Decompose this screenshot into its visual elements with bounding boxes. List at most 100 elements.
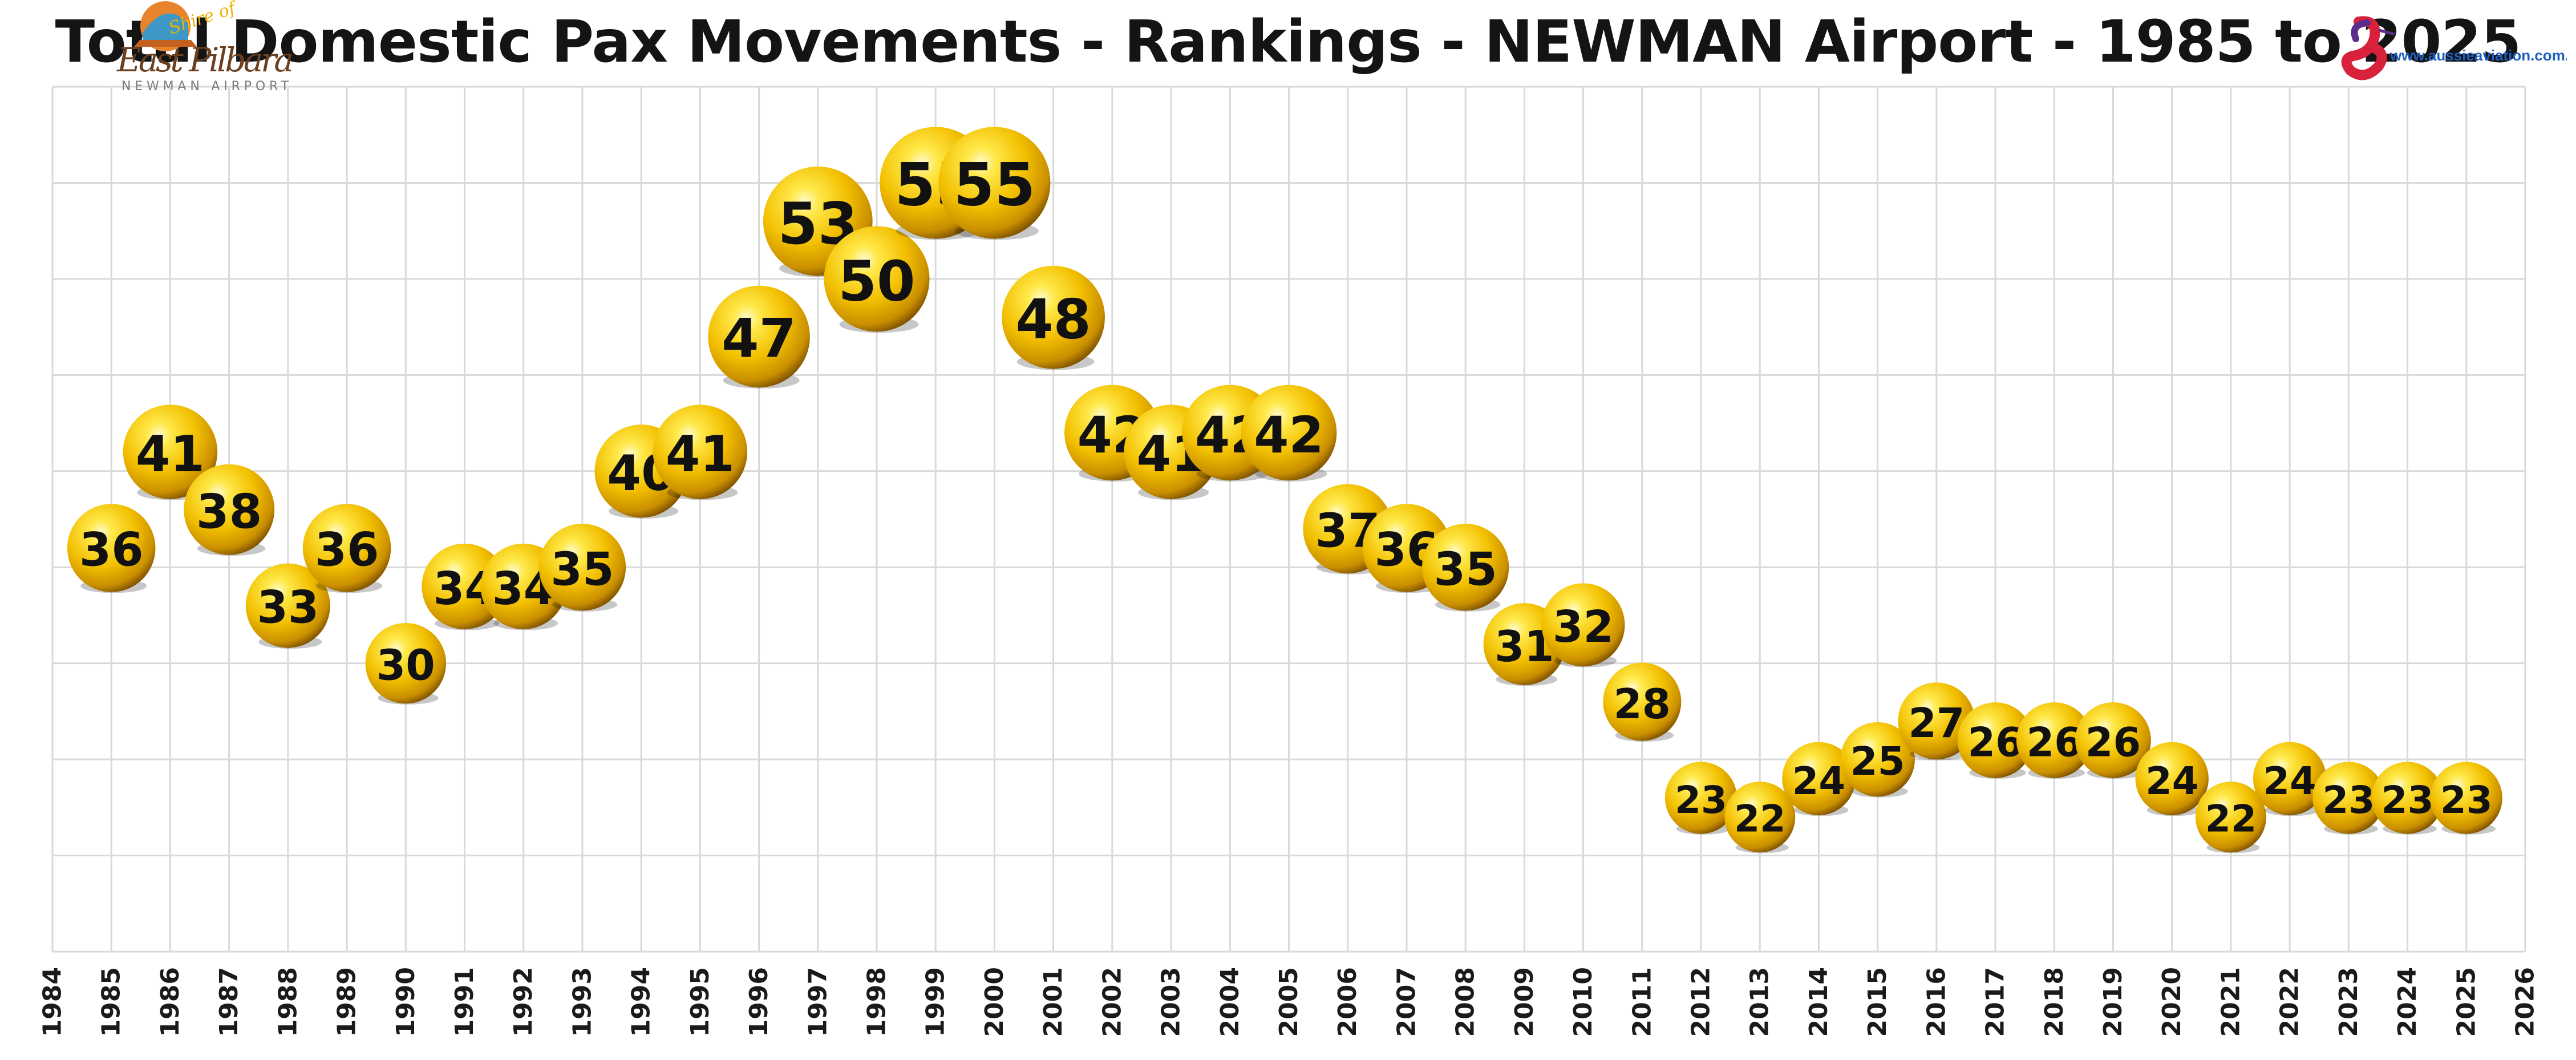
x-tick-label: 1990 [391, 967, 420, 1037]
x-tick-label: 2023 [2334, 967, 2363, 1037]
data-point [653, 404, 748, 499]
data-label: 30 [376, 641, 435, 690]
data-label: 42 [1254, 406, 1323, 464]
data-label: 50 [839, 249, 916, 313]
x-tick-label: 2016 [1922, 967, 1951, 1037]
data-bubble: 27 [1898, 682, 1975, 760]
data-label: 38 [196, 484, 262, 540]
x-tick-label: 1991 [450, 967, 479, 1037]
data-point [422, 543, 508, 630]
x-tick-label: 1986 [156, 967, 185, 1037]
data-label: 47 [722, 308, 796, 370]
aussie-aviation-url: www.aussieaviation.com.au [2389, 47, 2567, 64]
data-label: 41 [666, 425, 735, 483]
data-bubble: 36 [67, 504, 156, 593]
x-tick-label: 2006 [1333, 967, 1362, 1037]
data-point [302, 504, 391, 592]
data-label: 26 [2085, 719, 2141, 766]
data-bubble: 22 [2195, 782, 2266, 853]
data-bubble: 25 [1840, 722, 1915, 798]
x-tick-label: 2002 [1097, 967, 1127, 1037]
data-point [184, 464, 275, 555]
data-bubble: 23 [2430, 762, 2502, 835]
x-tick-label: 2005 [1274, 967, 1303, 1037]
data-label: 27 [1908, 699, 1965, 747]
data-label: 23 [2322, 778, 2375, 822]
x-tick-label: 1995 [686, 967, 715, 1037]
data-label: 36 [79, 524, 144, 577]
data-point [1603, 662, 1682, 741]
data-label: 35 [1433, 543, 1497, 596]
data-label: 25 [1850, 739, 1905, 784]
x-tick-label: 2000 [980, 967, 1009, 1037]
data-bubble: 48 [1002, 265, 1105, 370]
x-tick-label: 1997 [803, 967, 832, 1037]
data-label: 24 [1792, 759, 1845, 803]
data-bubble: 26 [2075, 702, 2151, 779]
data-point [708, 285, 810, 388]
x-tick-label: 2024 [2393, 967, 2422, 1037]
data-label: 23 [2381, 778, 2434, 822]
data-point [1782, 742, 1856, 815]
east-pilbara-logo: Shire of East Pilbara NEWMAN AIRPORT [116, 0, 294, 94]
x-tick-label: 2014 [1804, 967, 1833, 1037]
data-bubble: 47 [708, 285, 810, 389]
data-label: 24 [2145, 759, 2198, 803]
data-point [538, 524, 626, 611]
x-tick-label: 1996 [744, 967, 773, 1037]
data-point [1421, 524, 1509, 611]
logo-east-pilbara-text: East Pilbara [116, 41, 294, 79]
x-tick-label: 1993 [568, 967, 597, 1037]
data-label: 41 [136, 425, 205, 483]
x-tick-label: 2018 [2040, 967, 2069, 1037]
x-tick-label: 1987 [214, 967, 244, 1037]
x-tick-label: 1989 [333, 967, 362, 1037]
data-bubble: 22 [1724, 782, 1796, 853]
data-label: 22 [1734, 798, 1785, 841]
data-point [2016, 702, 2092, 778]
data-point [1002, 265, 1105, 369]
x-tick-label: 2011 [1627, 967, 1656, 1037]
x-tick-label: 2015 [1863, 967, 1892, 1037]
data-bubble: 42 [1241, 385, 1337, 482]
x-tick-label: 2008 [1451, 967, 1480, 1037]
data-bubble: 23 [2312, 762, 2385, 835]
data-bubble: 24 [1782, 742, 1856, 816]
data-label: 36 [315, 524, 379, 577]
x-tick-label: 2010 [1569, 967, 1598, 1037]
x-tick-label: 1998 [862, 967, 892, 1037]
x-tick-label: 1984 [38, 967, 67, 1037]
x-tick-label: 1994 [627, 967, 656, 1037]
x-tick-label: 1988 [273, 967, 302, 1037]
x-tick-label: 1999 [921, 967, 950, 1037]
data-label: 55 [954, 151, 1035, 219]
data-bubble: 55 [938, 127, 1051, 240]
data-bubble: 30 [365, 622, 447, 705]
x-tick-label: 2019 [2099, 967, 2128, 1037]
data-label: 22 [2205, 798, 2257, 841]
data-point [2312, 762, 2385, 834]
data-bubble: 23 [1664, 762, 1737, 835]
chart-bubbles: 3641383336303434354041475350555548424142… [67, 127, 2502, 853]
chart-grid [51, 86, 2526, 953]
x-axis-tick-labels: 1984 1985 1986 1987 1988 1989 1990 1991 1992 1993… [38, 967, 2540, 1037]
airplane-icon [2379, 29, 2396, 35]
data-point [1541, 583, 1625, 667]
data-bubble: 33 [245, 563, 330, 649]
x-tick-label: 2004 [1216, 967, 1245, 1037]
data-point [2371, 762, 2444, 834]
data-label: 32 [1553, 602, 1614, 653]
data-point [2430, 762, 2502, 834]
data-point [2135, 742, 2209, 815]
x-tick-label: 2017 [1981, 967, 2010, 1037]
data-label: 35 [550, 543, 614, 596]
aussie-aviation-logo: www.aussieaviation.com.au [2341, 16, 2567, 80]
data-label: 23 [1675, 778, 1727, 822]
data-point [1241, 385, 1337, 481]
data-bubble: 50 [824, 226, 930, 333]
data-bubble: 26 [1957, 702, 2034, 779]
x-tick-label: 2022 [2275, 967, 2304, 1037]
data-point [2253, 742, 2327, 815]
data-bubble: 41 [653, 404, 748, 500]
data-point [1840, 722, 1915, 797]
